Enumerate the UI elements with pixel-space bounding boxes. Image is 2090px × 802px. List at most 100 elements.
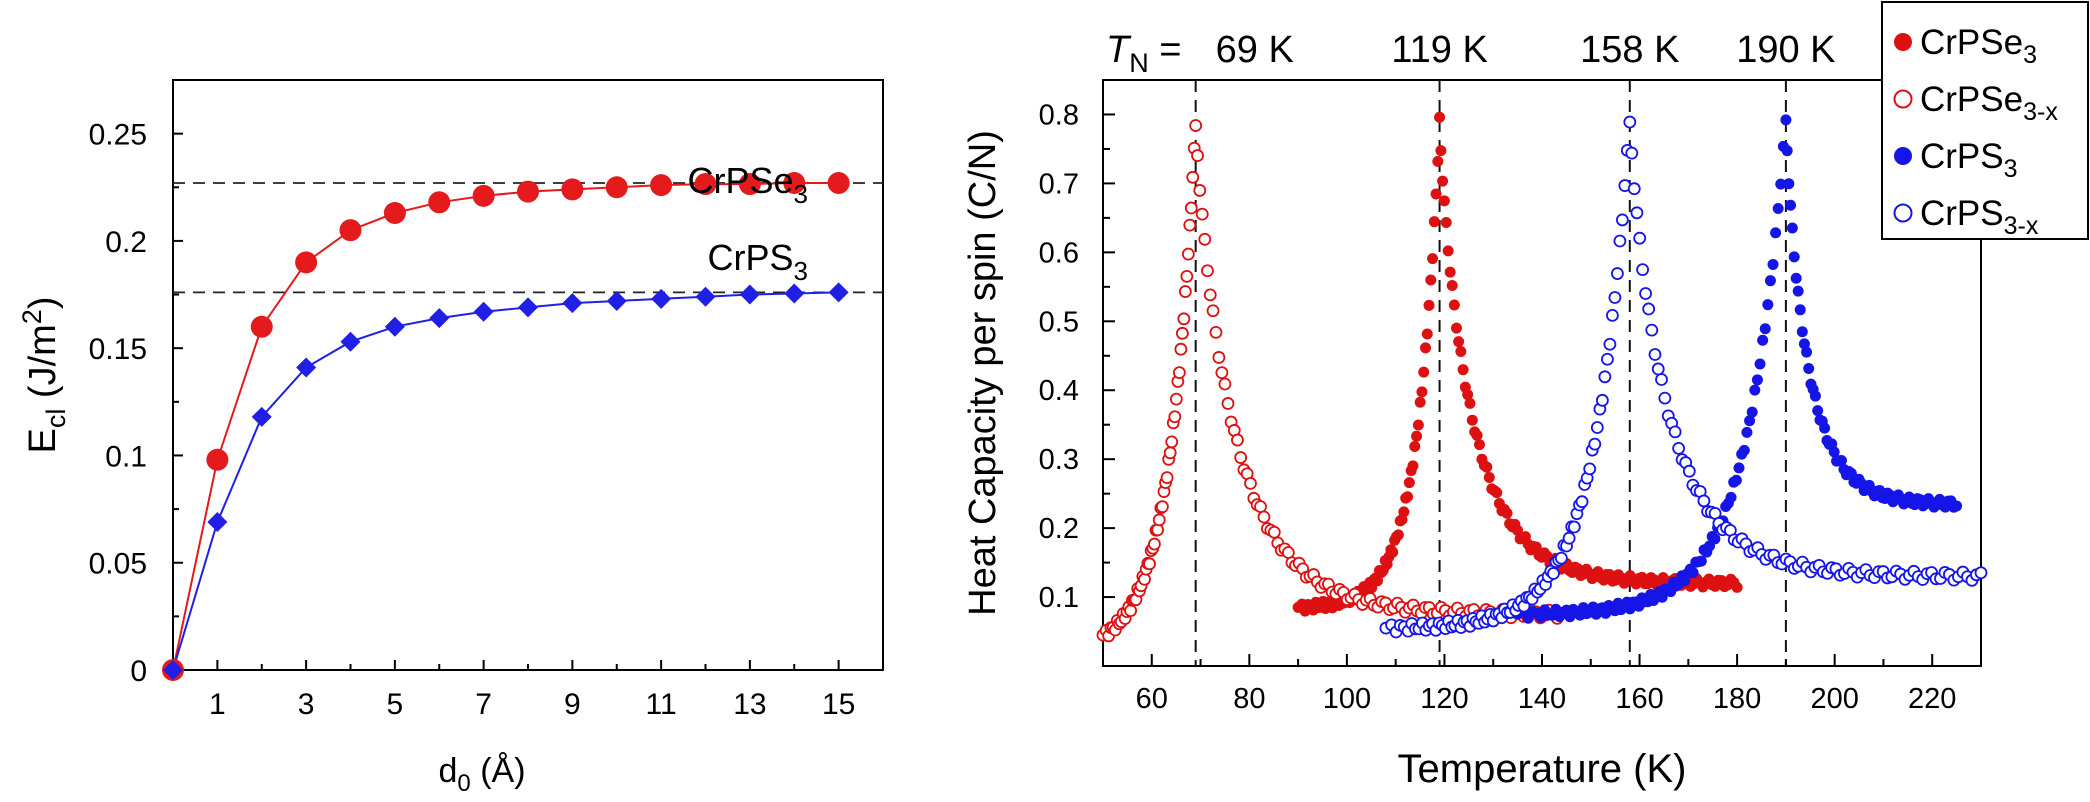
point-crpse3-x [1206, 304, 1220, 318]
point-crpse3 [1412, 419, 1424, 431]
point-crpse3 [1427, 253, 1439, 265]
point-crpse3-x [1186, 170, 1200, 184]
point-crpse3 [1491, 487, 1503, 499]
point-crpse3-x [1163, 446, 1177, 460]
point-crpse3 [1407, 460, 1419, 472]
right-y-tick-label: 0.3 [1039, 444, 1079, 476]
point-crps3-x [1672, 441, 1686, 455]
point-crpse3-x [1231, 433, 1244, 447]
point-crps3-x [1595, 393, 1609, 407]
left-x-tick-label: 1 [209, 688, 226, 721]
point-crpse3-x [1148, 537, 1161, 551]
right-y-tick-label: 0.7 [1039, 168, 1079, 200]
point-crpse3-x [1244, 476, 1257, 490]
legend-label: CrPS3-x [1920, 194, 2039, 240]
point-crpse3-x [1267, 525, 1281, 539]
right-x-tick-label: 120 [1420, 683, 1468, 715]
point-crps3 [1749, 384, 1761, 396]
point-crps3 [1792, 285, 1804, 297]
left-point-crps3 [163, 660, 183, 680]
point-crps3-x [1651, 362, 1665, 376]
left-point-crps3 [695, 286, 716, 307]
point-crps3-x [1658, 391, 1672, 405]
point-crps3-x [1668, 425, 1682, 439]
left-series-line-crps3 [172, 291, 839, 671]
point-crpse3 [1481, 461, 1493, 473]
point-crps3-x [1567, 520, 1581, 534]
point-crpse3 [1425, 274, 1437, 286]
legend-label: CrPS3 [1920, 137, 2018, 183]
right-x-tick-label: 180 [1713, 683, 1761, 715]
point-crpse3-x [1234, 451, 1248, 464]
point-crpse3 [1416, 386, 1428, 398]
transition-labels: 69 K 119 K 158 K 190 K [1216, 29, 1836, 71]
point-crpse3 [1403, 477, 1415, 489]
left-point-crpse3 [428, 191, 451, 214]
point-crpse3-x [1215, 366, 1229, 380]
transition-label-119: 119 K [1391, 29, 1487, 71]
right-x-tick-label: 60 [1136, 683, 1168, 715]
legend-item-crpse3: CrPSe3 [1894, 23, 2037, 69]
point-crpse3 [1483, 471, 1495, 483]
tn-prefix: TN = [1106, 29, 1181, 78]
left-point-crps3 [384, 316, 405, 337]
point-crps3 [1828, 446, 1840, 458]
point-crpse3-x [1124, 604, 1138, 618]
point-crpse3 [1446, 280, 1458, 292]
point-crps3-x [1648, 348, 1662, 361]
point-crpse3-x [1254, 500, 1267, 514]
point-crps3-x [1562, 531, 1576, 545]
left-y-tick-label: 0.25 [89, 119, 147, 152]
left-point-crps3 [429, 308, 450, 329]
point-crpse3-x [1281, 546, 1295, 559]
point-crpse3-x [1160, 471, 1174, 485]
point-crps3 [1751, 374, 1763, 386]
point-crps3 [1725, 491, 1737, 503]
point-crps3-x [1613, 234, 1627, 248]
point-crpse3 [1434, 111, 1446, 123]
left-point-crpse3 [383, 202, 406, 225]
point-crpse3 [1419, 342, 1431, 354]
point-crpse3 [1731, 581, 1743, 593]
point-crpse3-x [1165, 435, 1179, 449]
point-crps3 [1762, 299, 1774, 311]
point-crpse3-x [1189, 119, 1203, 132]
point-crpse3 [1471, 429, 1483, 441]
legend-label: CrPSe3 [1920, 23, 2037, 69]
right-series [1096, 111, 1988, 643]
left-point-crpse3 [738, 173, 761, 196]
series-crps3-x [1379, 115, 1988, 639]
point-crps3 [1695, 555, 1707, 567]
point-crpse3 [1464, 397, 1476, 409]
left-point-crpse3 [339, 219, 362, 242]
right-y-tick-label: 0.6 [1039, 237, 1079, 269]
left-point-crps3 [784, 283, 805, 304]
transition-label-69: 69 K [1216, 29, 1294, 71]
right-x-tick-label: 200 [1810, 683, 1858, 715]
point-crpse3 [1418, 366, 1430, 378]
point-crps3-x [1603, 337, 1617, 351]
point-crpse3-x [1193, 184, 1207, 197]
point-crpse3 [1428, 216, 1440, 228]
point-crpse3 [1414, 396, 1426, 408]
point-crps3 [1730, 474, 1742, 486]
left-point-crpse3 [561, 178, 584, 201]
point-crps3 [1812, 405, 1824, 417]
legend-item-crpse3-x: CrPSe3-x [1893, 80, 2058, 126]
point-crpse3-x [1138, 572, 1151, 586]
point-crps3 [1757, 334, 1769, 346]
point-crpse3-x [1203, 288, 1217, 302]
point-crpse3-x [1198, 232, 1212, 246]
point-crps3 [1783, 178, 1795, 190]
left-point-crps3 [606, 290, 627, 311]
left-point-crpse3 [783, 171, 806, 194]
right-x-tick-label: 220 [1908, 683, 1956, 715]
point-crpse3 [1473, 439, 1485, 451]
point-crps3 [1788, 251, 1800, 263]
point-crpse3-x [1168, 410, 1182, 424]
point-crpse3 [1455, 345, 1467, 357]
point-crpse3-x [1209, 325, 1223, 339]
point-crpse3-x [1175, 326, 1189, 340]
point-crps3 [1809, 390, 1821, 402]
